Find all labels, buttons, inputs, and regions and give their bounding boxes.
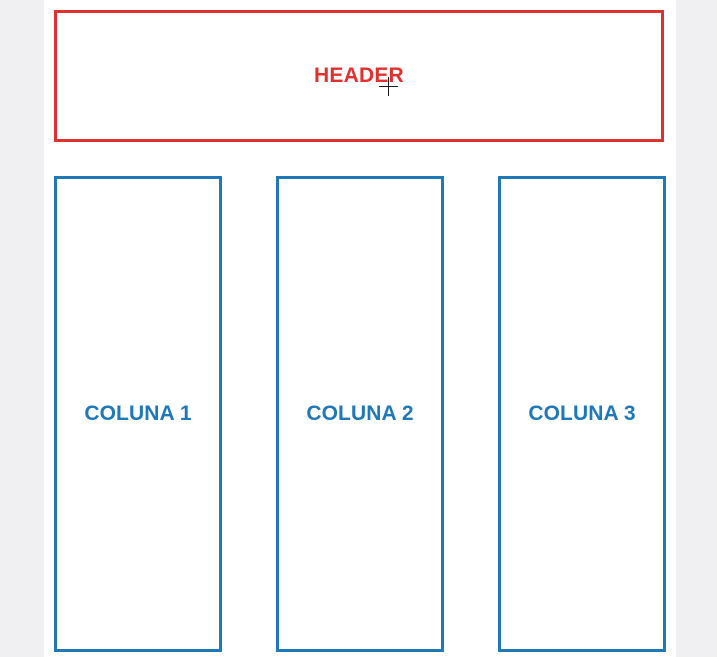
- wireframe-canvas: HEADER COLUNA 1 COLUNA 2 COLUNA 3: [44, 0, 676, 657]
- column-1-box: COLUNA 1: [54, 176, 222, 652]
- column-1-label: COLUNA 1: [84, 402, 192, 425]
- header-label: HEADER: [314, 64, 404, 87]
- column-3-label: COLUNA 3: [528, 402, 636, 425]
- column-2-box: COLUNA 2: [276, 176, 444, 652]
- column-3-box: COLUNA 3: [498, 176, 666, 652]
- header-box: HEADER: [54, 10, 664, 142]
- column-2-label: COLUNA 2: [306, 402, 414, 425]
